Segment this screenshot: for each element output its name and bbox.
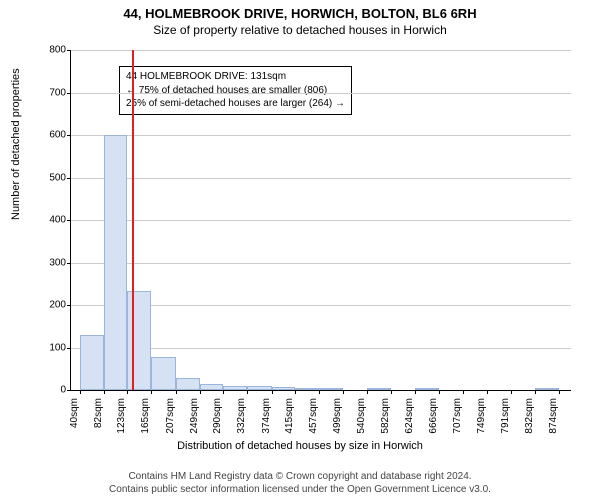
xtick-mark (272, 390, 273, 394)
xtick-mark (319, 390, 320, 394)
gridline (71, 178, 571, 179)
histogram-bar (367, 388, 391, 390)
ytick-label: 500 (36, 172, 66, 183)
annotation-line-1: 44 HOLMEBROOK DRIVE: 131sqm (126, 70, 345, 84)
ytick-label: 300 (36, 257, 66, 268)
xtick-mark (559, 390, 560, 394)
ytick-mark (67, 220, 71, 221)
xtick-mark (535, 390, 536, 394)
xtick-mark (463, 390, 464, 394)
xtick-label: 457sqm (308, 398, 319, 434)
xtick-label: 540sqm (356, 398, 367, 434)
ytick-label: 700 (36, 87, 66, 98)
ytick-mark (67, 178, 71, 179)
xtick-label: 707sqm (452, 398, 463, 434)
ytick-mark (67, 50, 71, 51)
histogram-bar (535, 388, 559, 390)
xtick-mark (343, 390, 344, 394)
xtick-label: 749sqm (476, 398, 487, 434)
annotation-line-2: ← 75% of detached houses are smaller (80… (126, 84, 345, 98)
xtick-label: 582sqm (380, 398, 391, 434)
ytick-mark (67, 263, 71, 264)
xtick-mark (391, 390, 392, 394)
x-axis-label: Distribution of detached houses by size … (0, 440, 600, 452)
xtick-label: 165sqm (140, 398, 151, 434)
histogram-bar (223, 386, 247, 390)
ytick-label: 400 (36, 215, 66, 226)
xtick-mark (439, 390, 440, 394)
histogram-bar (200, 384, 224, 390)
chart-container: 44, HOLMEBROOK DRIVE, HORWICH, BOLTON, B… (0, 0, 600, 500)
ytick-label: 200 (36, 300, 66, 311)
footer-line-1: Contains HM Land Registry data © Crown c… (0, 470, 600, 483)
gridline (71, 220, 571, 221)
xtick-mark (104, 390, 105, 394)
xtick-label: 374sqm (261, 398, 272, 434)
ytick-label: 100 (36, 342, 66, 353)
xtick-mark (367, 390, 368, 394)
xtick-label: 40sqm (69, 398, 80, 428)
reference-line (132, 50, 134, 390)
xtick-mark (151, 390, 152, 394)
ytick-label: 800 (36, 45, 66, 56)
annotation-line-3: 25% of semi-detached houses are larger (… (126, 97, 345, 111)
footer-credits: Contains HM Land Registry data © Crown c… (0, 470, 600, 496)
xtick-label: 207sqm (165, 398, 176, 434)
xtick-mark (247, 390, 248, 394)
ytick-mark (67, 93, 71, 94)
xtick-label: 666sqm (428, 398, 439, 434)
ytick-mark (67, 135, 71, 136)
xtick-label: 123sqm (116, 398, 127, 434)
ytick-label: 0 (36, 385, 66, 396)
ytick-mark (67, 348, 71, 349)
y-axis-label: Number of detached properties (10, 68, 22, 220)
xtick-mark (295, 390, 296, 394)
gridline (71, 93, 571, 94)
ytick-mark (67, 390, 71, 391)
histogram-bar (104, 135, 128, 390)
xtick-label: 249sqm (189, 398, 200, 434)
xtick-label: 874sqm (548, 398, 559, 434)
xtick-mark (200, 390, 201, 394)
histogram-bar (319, 388, 343, 390)
gridline (71, 50, 571, 51)
xtick-mark (80, 390, 81, 394)
gridline (71, 135, 571, 136)
histogram-bar (80, 335, 104, 390)
histogram-bar (247, 386, 271, 390)
xtick-label: 624sqm (404, 398, 415, 434)
xtick-mark (176, 390, 177, 394)
ytick-label: 600 (36, 130, 66, 141)
histogram-bar (176, 378, 200, 390)
xtick-label: 290sqm (212, 398, 223, 434)
xtick-label: 332sqm (236, 398, 247, 434)
page-title: 44, HOLMEBROOK DRIVE, HORWICH, BOLTON, B… (0, 0, 600, 21)
histogram-bar (272, 387, 296, 390)
xtick-label: 791sqm (500, 398, 511, 434)
xtick-label: 832sqm (524, 398, 535, 434)
xtick-mark (223, 390, 224, 394)
ytick-mark (67, 305, 71, 306)
histogram-bar (151, 357, 175, 390)
xtick-mark (487, 390, 488, 394)
xtick-label: 415sqm (284, 398, 295, 434)
histogram-bar (295, 388, 319, 390)
page-subtitle: Size of property relative to detached ho… (0, 21, 600, 37)
xtick-mark (511, 390, 512, 394)
gridline (71, 263, 571, 264)
xtick-label: 82sqm (93, 398, 104, 428)
annotation-box: 44 HOLMEBROOK DRIVE: 131sqm ← 75% of det… (119, 66, 352, 115)
xtick-mark (415, 390, 416, 394)
xtick-label: 499sqm (332, 398, 343, 434)
footer-line-2: Contains public sector information licen… (0, 483, 600, 496)
histogram-plot: 44 HOLMEBROOK DRIVE: 131sqm ← 75% of det… (70, 50, 571, 391)
histogram-bar (415, 388, 439, 390)
xtick-mark (127, 390, 128, 394)
